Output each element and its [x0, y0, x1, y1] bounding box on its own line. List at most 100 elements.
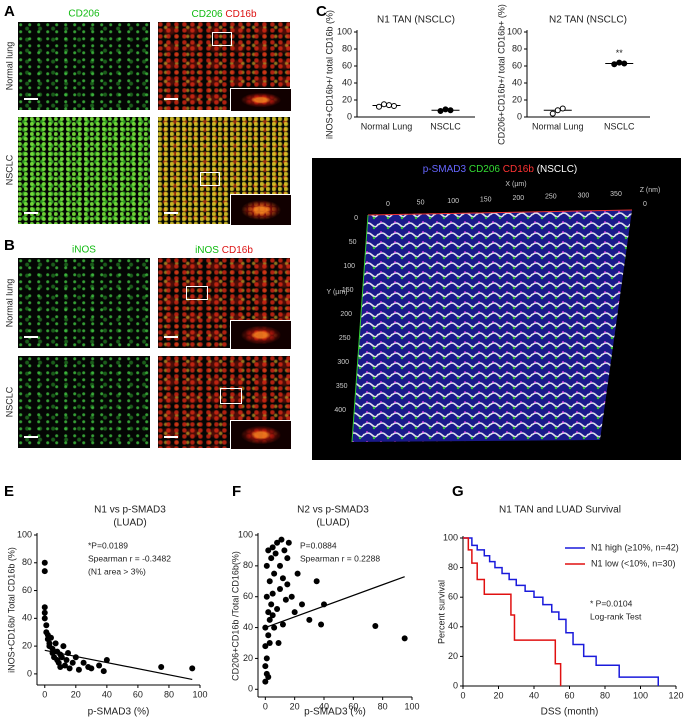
point — [60, 643, 67, 650]
y-tick-label: 60 — [243, 591, 253, 601]
point — [63, 657, 70, 663]
panel-label: B — [4, 237, 15, 254]
y-axis-label: iNOS+CD16b/ Total CD16b (%) — [6, 547, 16, 673]
tick-label: 200 — [512, 195, 524, 202]
tick-label: 0 — [643, 201, 647, 208]
x-tick-label: 60 — [348, 701, 358, 711]
point — [69, 659, 76, 666]
axis-label: X (µm) — [505, 181, 526, 188]
x-tick-label: 80 — [600, 690, 610, 700]
tick-label: 50 — [349, 239, 357, 246]
point — [291, 609, 298, 616]
chart-title: (LUAD) — [316, 518, 349, 529]
tick-label: 250 — [545, 194, 557, 201]
y-tick-label: 60 — [448, 592, 458, 602]
point — [75, 666, 82, 673]
micrograph — [18, 356, 150, 448]
point — [41, 604, 48, 611]
point — [265, 673, 272, 680]
dot — [376, 103, 382, 110]
x-tick-label: 20 — [71, 689, 81, 699]
point — [269, 544, 276, 551]
fit-line — [44, 649, 193, 681]
panel-label: E — [4, 483, 14, 500]
stain: CD16b — [225, 9, 257, 20]
chart-title: N1 TAN (NSCLC) — [377, 15, 455, 26]
y-tick-label: 40 — [512, 77, 522, 87]
point — [275, 640, 282, 646]
y-tick-label: 20 — [448, 651, 458, 661]
x-tick-label: Normal Lung — [361, 121, 413, 131]
micrograph — [158, 258, 290, 348]
dot — [559, 105, 566, 112]
y-tick-label: 0 — [27, 668, 32, 678]
point — [284, 581, 291, 588]
stain: CD16b — [503, 164, 535, 175]
inset — [230, 194, 292, 226]
point — [263, 655, 270, 662]
y-tick-label: 80 — [448, 562, 458, 572]
chart-title: N1 vs p-SMAD3 — [94, 505, 166, 516]
y-tick-label: 80 — [342, 43, 352, 53]
point — [80, 659, 87, 666]
point — [285, 539, 292, 546]
point — [274, 539, 281, 546]
dot — [549, 110, 556, 117]
tick-label: 300 — [337, 359, 349, 366]
point — [189, 665, 196, 672]
point — [61, 662, 68, 669]
stain-label: iNOS CD16b — [195, 245, 253, 256]
x-tick-label: 80 — [378, 701, 388, 711]
tick-label: 200 — [340, 311, 352, 318]
point — [265, 609, 272, 616]
point — [41, 568, 48, 575]
point — [274, 606, 281, 613]
scale-bar — [24, 436, 38, 438]
chart-title: N2 vs p-SMAD3 — [297, 505, 369, 516]
tick-label: 0 — [386, 201, 390, 208]
point — [268, 601, 275, 608]
dot — [391, 102, 397, 109]
point — [158, 663, 165, 670]
point — [278, 536, 285, 543]
dot — [386, 102, 392, 109]
point — [279, 621, 286, 628]
point — [52, 640, 59, 647]
point — [281, 547, 288, 554]
annotation: Log-rank Test — [590, 611, 642, 621]
point — [277, 562, 283, 569]
axis-label: Z (nm) — [640, 187, 661, 194]
y-tick-label: 0 — [453, 680, 458, 690]
annotation: (N1 area > 3%) — [88, 566, 146, 576]
survival-curve — [463, 537, 562, 686]
dot — [442, 106, 449, 113]
point — [265, 547, 272, 554]
x-tick-label: 40 — [102, 689, 112, 699]
point — [88, 665, 95, 672]
y-tick-label: 20 — [512, 94, 522, 104]
y-tick-label: 100 — [443, 532, 458, 542]
x-tick-label: NSCLC — [430, 121, 461, 131]
scale-bar — [164, 436, 178, 438]
y-tick-label: 20 — [243, 653, 253, 663]
stain: (NSCLC) — [537, 164, 578, 175]
stain: CD16b — [222, 245, 254, 256]
point — [263, 562, 270, 569]
point — [49, 645, 56, 652]
zoom-box — [220, 388, 242, 404]
point — [294, 570, 301, 577]
y-tick-label: 20 — [22, 640, 32, 650]
point — [262, 678, 269, 685]
point — [103, 657, 110, 663]
x-tick-label: 0 — [460, 690, 465, 700]
y-tick-label: 80 — [22, 557, 32, 567]
point — [268, 555, 275, 562]
x-tick-label: 60 — [564, 690, 574, 700]
point — [96, 662, 103, 669]
scale-bar — [164, 212, 178, 214]
render-title: p-SMAD3 CD206 CD16b (NSCLC) — [423, 164, 578, 175]
tick-label: 300 — [578, 192, 590, 199]
stain: iNOS — [195, 245, 219, 256]
point — [284, 555, 291, 562]
y-tick-label: 60 — [512, 60, 522, 70]
